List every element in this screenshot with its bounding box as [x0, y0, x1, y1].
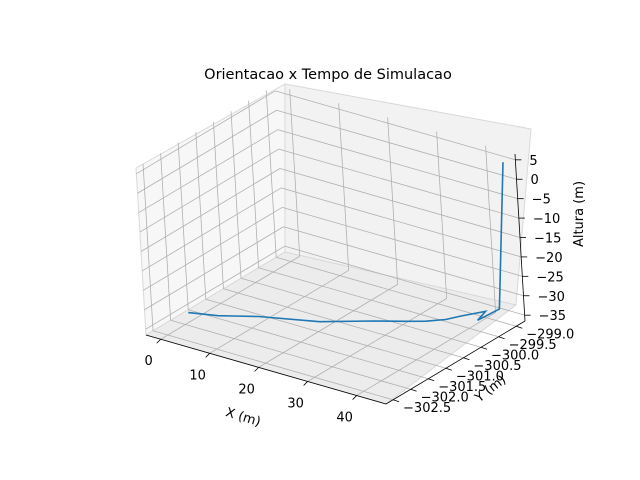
x-gridline-floor	[209, 269, 349, 354]
z-gridline-back	[281, 187, 522, 258]
tick-marks	[156, 159, 531, 403]
x-tick-label: 40	[336, 411, 353, 426]
z-tick-label: 0	[531, 173, 539, 188]
y-tick	[410, 388, 417, 392]
z-gridline-left	[139, 148, 280, 233]
series-line	[188, 162, 504, 323]
z-tick-label: −35	[539, 309, 566, 324]
z-tick-label: −30	[537, 290, 564, 305]
y-tick-label: −301.5	[438, 380, 486, 395]
z-tick-label: −20	[535, 251, 562, 266]
y-tick	[498, 336, 505, 340]
z-tick-label: −15	[534, 232, 561, 247]
x-tick-label: 20	[238, 382, 255, 397]
y-gridline-floor	[188, 309, 429, 380]
x-tick-label: 30	[287, 396, 304, 411]
x-gridline-floor	[160, 255, 300, 340]
x-tick-label: 0	[145, 354, 153, 369]
z-gridline-left	[138, 129, 278, 214]
y-gridline-floor	[276, 256, 517, 327]
grid-lines	[136, 89, 525, 401]
y-tick-label: −299.5	[509, 338, 557, 353]
y-tick	[480, 346, 488, 350]
z-gridline-left	[137, 109, 277, 194]
z-gridline-left	[143, 206, 283, 291]
y-tick	[428, 378, 435, 382]
z-gridline-back	[279, 168, 521, 238]
y-tick-label: −299.0	[526, 327, 574, 342]
x-gridline-floor	[307, 298, 447, 382]
chart-title: Orientacao x Tempo de Simulacao	[204, 67, 452, 83]
x-tick	[205, 353, 210, 358]
z-gridline-left	[140, 168, 281, 252]
z-tick-label: −5	[532, 193, 551, 208]
z-gridline-left	[136, 90, 276, 175]
y-tick-label: −300.0	[491, 348, 539, 363]
x-gridline-floor	[258, 284, 398, 368]
z-tick-label: −10	[533, 212, 560, 227]
y-tick-label: −302.0	[421, 390, 469, 405]
z-gridline-back	[275, 90, 516, 161]
y-tick-label: −300.5	[473, 359, 521, 374]
x-axis-line	[145, 334, 387, 405]
y-tick	[516, 325, 523, 329]
z-gridline-left	[141, 187, 282, 272]
y-tick	[392, 399, 400, 403]
y-gridline-floor	[170, 319, 411, 390]
y-tick-label: −302.5	[403, 401, 451, 416]
y-gridline-floor	[152, 330, 394, 401]
data-series	[188, 162, 504, 323]
x-tick	[352, 395, 357, 400]
z-gridline-back	[283, 226, 524, 297]
y-gridline-floor	[205, 298, 446, 369]
y-gridline-floor	[240, 277, 482, 348]
x-gridline-floor	[356, 312, 496, 396]
z-gridline-left	[144, 226, 284, 311]
z-axis-label: Altura (m)	[572, 181, 587, 247]
z-gridline-back	[276, 109, 517, 180]
y-tick	[445, 367, 452, 371]
z-gridline-back	[278, 148, 519, 219]
y-gridline-floor	[223, 288, 464, 359]
x-axis-label: X (m)	[224, 405, 263, 430]
z-tick-label: −25	[536, 270, 563, 285]
x-tick	[254, 367, 259, 372]
y-gridline-floor	[258, 267, 499, 338]
z-gridline-back	[277, 129, 518, 200]
z-gridline-back	[282, 206, 523, 277]
x-tick	[156, 338, 161, 344]
y-tick	[463, 357, 470, 361]
z-gridline-back	[284, 245, 525, 316]
y-tick-label: −301.0	[456, 369, 504, 384]
x-tick	[303, 381, 308, 386]
y-axis-line	[385, 320, 526, 405]
z-gridline-left	[145, 245, 285, 330]
x-tick-label: 10	[189, 368, 206, 383]
z-tick-label: 5	[529, 154, 537, 169]
